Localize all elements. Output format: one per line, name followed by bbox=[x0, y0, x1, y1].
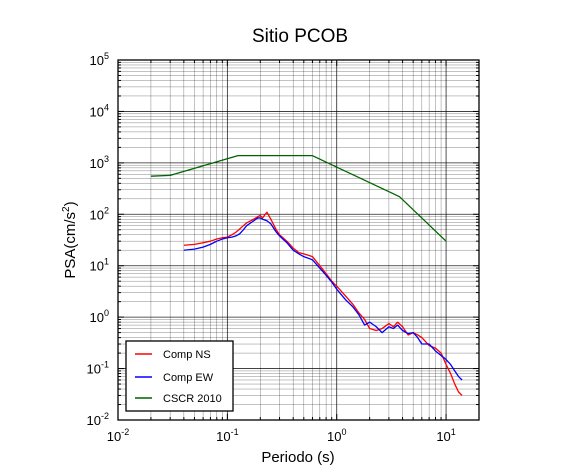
y-tick-label-base: 10 bbox=[87, 362, 101, 377]
x-tick-label-base: 10 bbox=[107, 429, 121, 444]
y-tick-label: 105 bbox=[90, 51, 109, 68]
legend-label-cscr-2010: CSCR 2010 bbox=[163, 393, 222, 405]
y-tick-label-base: 10 bbox=[90, 207, 104, 222]
y-tick-label-exp: 3 bbox=[104, 154, 109, 164]
x-tick-label: 10-1 bbox=[216, 427, 238, 444]
y-tick-label-base: 10 bbox=[90, 259, 104, 274]
grid bbox=[117, 59, 480, 421]
x-tick-label-exp: -1 bbox=[231, 427, 239, 437]
y-tick-label-exp: 1 bbox=[104, 257, 109, 267]
y-axis-label: PSA(cm/s2) bbox=[61, 201, 79, 278]
y-tick-label-exp: 2 bbox=[104, 205, 109, 215]
y-tick-label: 10-1 bbox=[87, 360, 109, 377]
y-tick-label: 102 bbox=[90, 205, 109, 222]
y-tick-label-exp: 5 bbox=[104, 51, 109, 61]
y-tick-label: 103 bbox=[90, 154, 109, 171]
y-tick-label-exp: -1 bbox=[101, 360, 109, 370]
x-tick-label: 100 bbox=[327, 427, 346, 444]
y-tick-label-base: 10 bbox=[90, 310, 104, 325]
x-tick-label: 10-2 bbox=[107, 427, 129, 444]
frame-ticks bbox=[117, 59, 480, 421]
y-axis-label-close: ) bbox=[62, 201, 79, 206]
y-axis-label-base: PSA(cm/s bbox=[62, 212, 79, 279]
plot-frame bbox=[117, 59, 480, 421]
y-tick-label-base: 10 bbox=[87, 413, 101, 428]
x-tick-label-base: 10 bbox=[436, 429, 450, 444]
y-tick-label-exp: 4 bbox=[104, 102, 109, 112]
chart-title: Sitio PCOB bbox=[252, 26, 348, 47]
series-line-comp-ew bbox=[183, 217, 463, 381]
legend: Comp NS Comp EW CSCR 2010 bbox=[125, 340, 234, 412]
y-tick-label: 100 bbox=[90, 308, 109, 325]
y-tick-label-exp: 0 bbox=[104, 308, 109, 318]
x-tick-label-exp: 0 bbox=[341, 427, 346, 437]
x-tick-label-exp: -2 bbox=[121, 427, 129, 437]
x-axis-label: Periodo (s) bbox=[261, 449, 334, 466]
series-line-cscr-2010 bbox=[150, 155, 447, 242]
y-tick-label-base: 10 bbox=[90, 53, 104, 68]
legend-label-comp-ew: Comp EW bbox=[163, 372, 214, 384]
x-tick-label-base: 10 bbox=[327, 429, 341, 444]
legend-label-comp-ns: Comp NS bbox=[163, 349, 211, 361]
series-line-comp-ns bbox=[183, 211, 463, 396]
y-tick-label-base: 10 bbox=[90, 104, 104, 119]
x-tick-labels: 10-2 10-1 100 101 bbox=[107, 427, 456, 444]
x-tick-label: 101 bbox=[436, 427, 455, 444]
y-tick-label-exp: -2 bbox=[101, 411, 109, 421]
x-tick-label-base: 10 bbox=[216, 429, 230, 444]
legend-box bbox=[125, 340, 234, 412]
y-tick-label: 104 bbox=[90, 102, 109, 119]
y-tick-label-base: 10 bbox=[90, 156, 104, 171]
series-layer bbox=[150, 155, 463, 396]
y-tick-label: 101 bbox=[90, 257, 109, 274]
x-tick-label-exp: 1 bbox=[451, 427, 456, 437]
y-tick-label: 10-2 bbox=[87, 411, 109, 428]
y-axis-label-sup: 2 bbox=[61, 206, 72, 212]
